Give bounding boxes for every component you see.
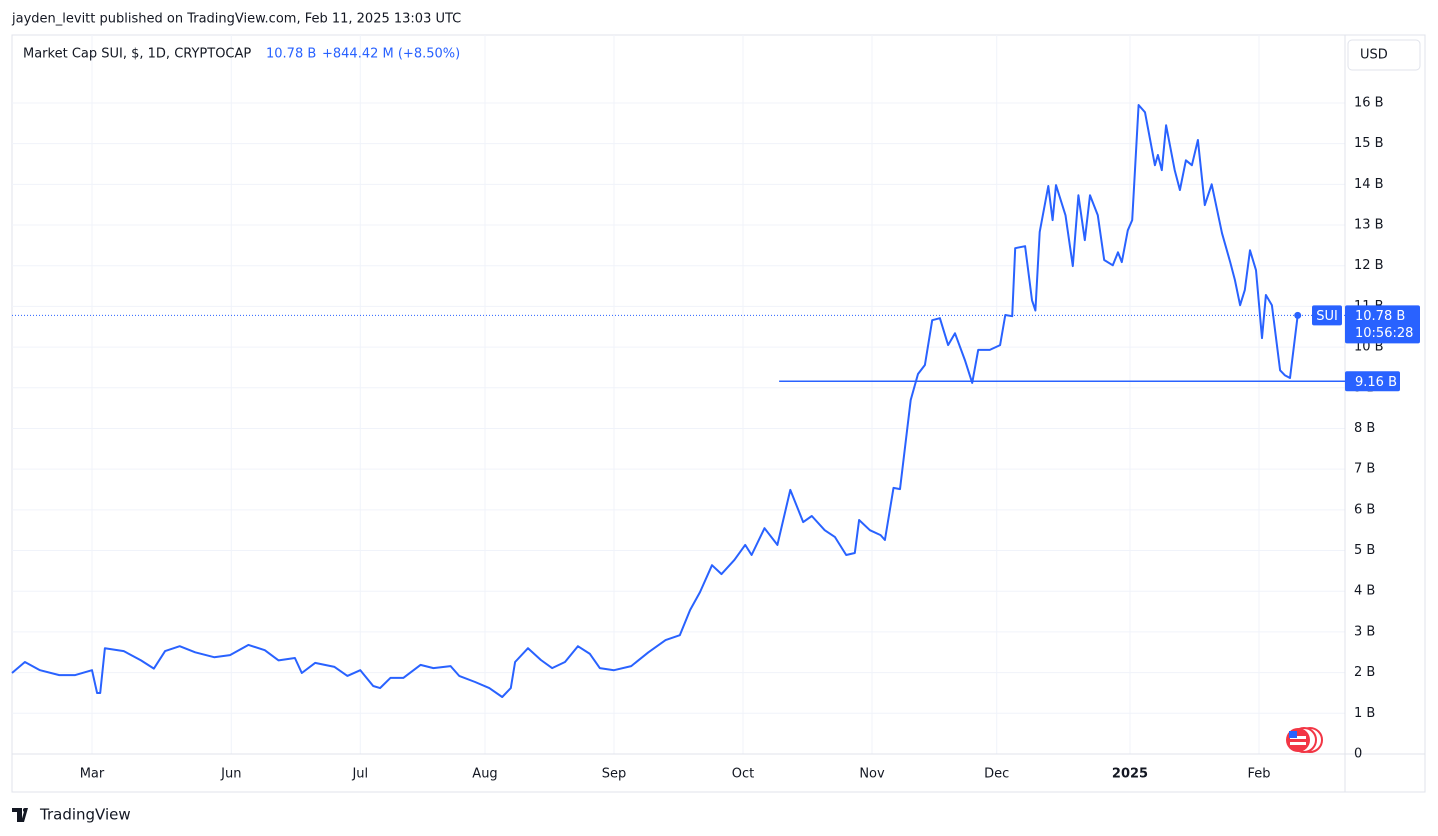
y-tick-label: 1 B [1354, 706, 1375, 721]
x-tick-label: Dec [984, 767, 1009, 782]
last-point [1294, 311, 1302, 319]
support-tag [1345, 371, 1400, 392]
x-tick-label: Oct [732, 767, 754, 782]
y-tick-label: 0 [1354, 747, 1362, 762]
symbol-tag-label: SUI [1316, 309, 1338, 324]
currency-button[interactable] [1347, 39, 1421, 71]
grid [12, 35, 1345, 755]
legend-value: 10.78 B [266, 47, 316, 62]
attribution: jayden_levitt published on TradingView.c… [11, 12, 461, 27]
symbol-tag [1312, 305, 1342, 326]
brand-logo [12, 808, 28, 822]
y-tick-label: 4 B [1354, 584, 1375, 599]
price-tag-label: 10.78 B [1355, 309, 1405, 324]
chart-frame [11, 34, 1426, 793]
legend-title: Market Cap SUI, $, 1D, CRYPTOCAP [23, 47, 251, 62]
y-tick-label: 13 B [1354, 218, 1384, 233]
price-tag-countdown: 10:56:28 [1355, 326, 1413, 341]
x-tick-label: 2025 [1112, 767, 1148, 782]
x-tick-label: Feb [1247, 767, 1270, 782]
x-tick-label: Mar [80, 767, 105, 782]
y-tick-label: 2 B [1354, 665, 1375, 680]
x-tick-label: Sep [602, 767, 627, 782]
y-tick-label: 3 B [1354, 624, 1375, 639]
price-line [11, 104, 1299, 698]
y-tick-label: 16 B [1354, 95, 1384, 110]
price-tag [1345, 305, 1420, 344]
y-tick-label: 6 B [1354, 502, 1375, 517]
legend-change: +844.42 M (+8.50%) [322, 47, 460, 62]
y-tick-label: 15 B [1354, 136, 1384, 151]
x-tick-label: Nov [859, 767, 885, 782]
x-tick-label: Aug [472, 767, 497, 782]
y-tick-label: 12 B [1354, 258, 1384, 273]
y-tick-label: 14 B [1354, 177, 1384, 192]
y-tick-label: 5 B [1354, 543, 1375, 558]
y-tick-label: 8 B [1354, 421, 1375, 436]
brand-name: TradingView [39, 806, 131, 824]
x-tick-label: Jul [351, 767, 368, 782]
x-tick-label: Jun [220, 767, 241, 782]
currency-label[interactable]: USD [1360, 48, 1388, 63]
y-tick-label: 7 B [1354, 462, 1375, 477]
flag-icon [1286, 727, 1323, 753]
support-tag-label: 9.16 B [1355, 375, 1397, 390]
